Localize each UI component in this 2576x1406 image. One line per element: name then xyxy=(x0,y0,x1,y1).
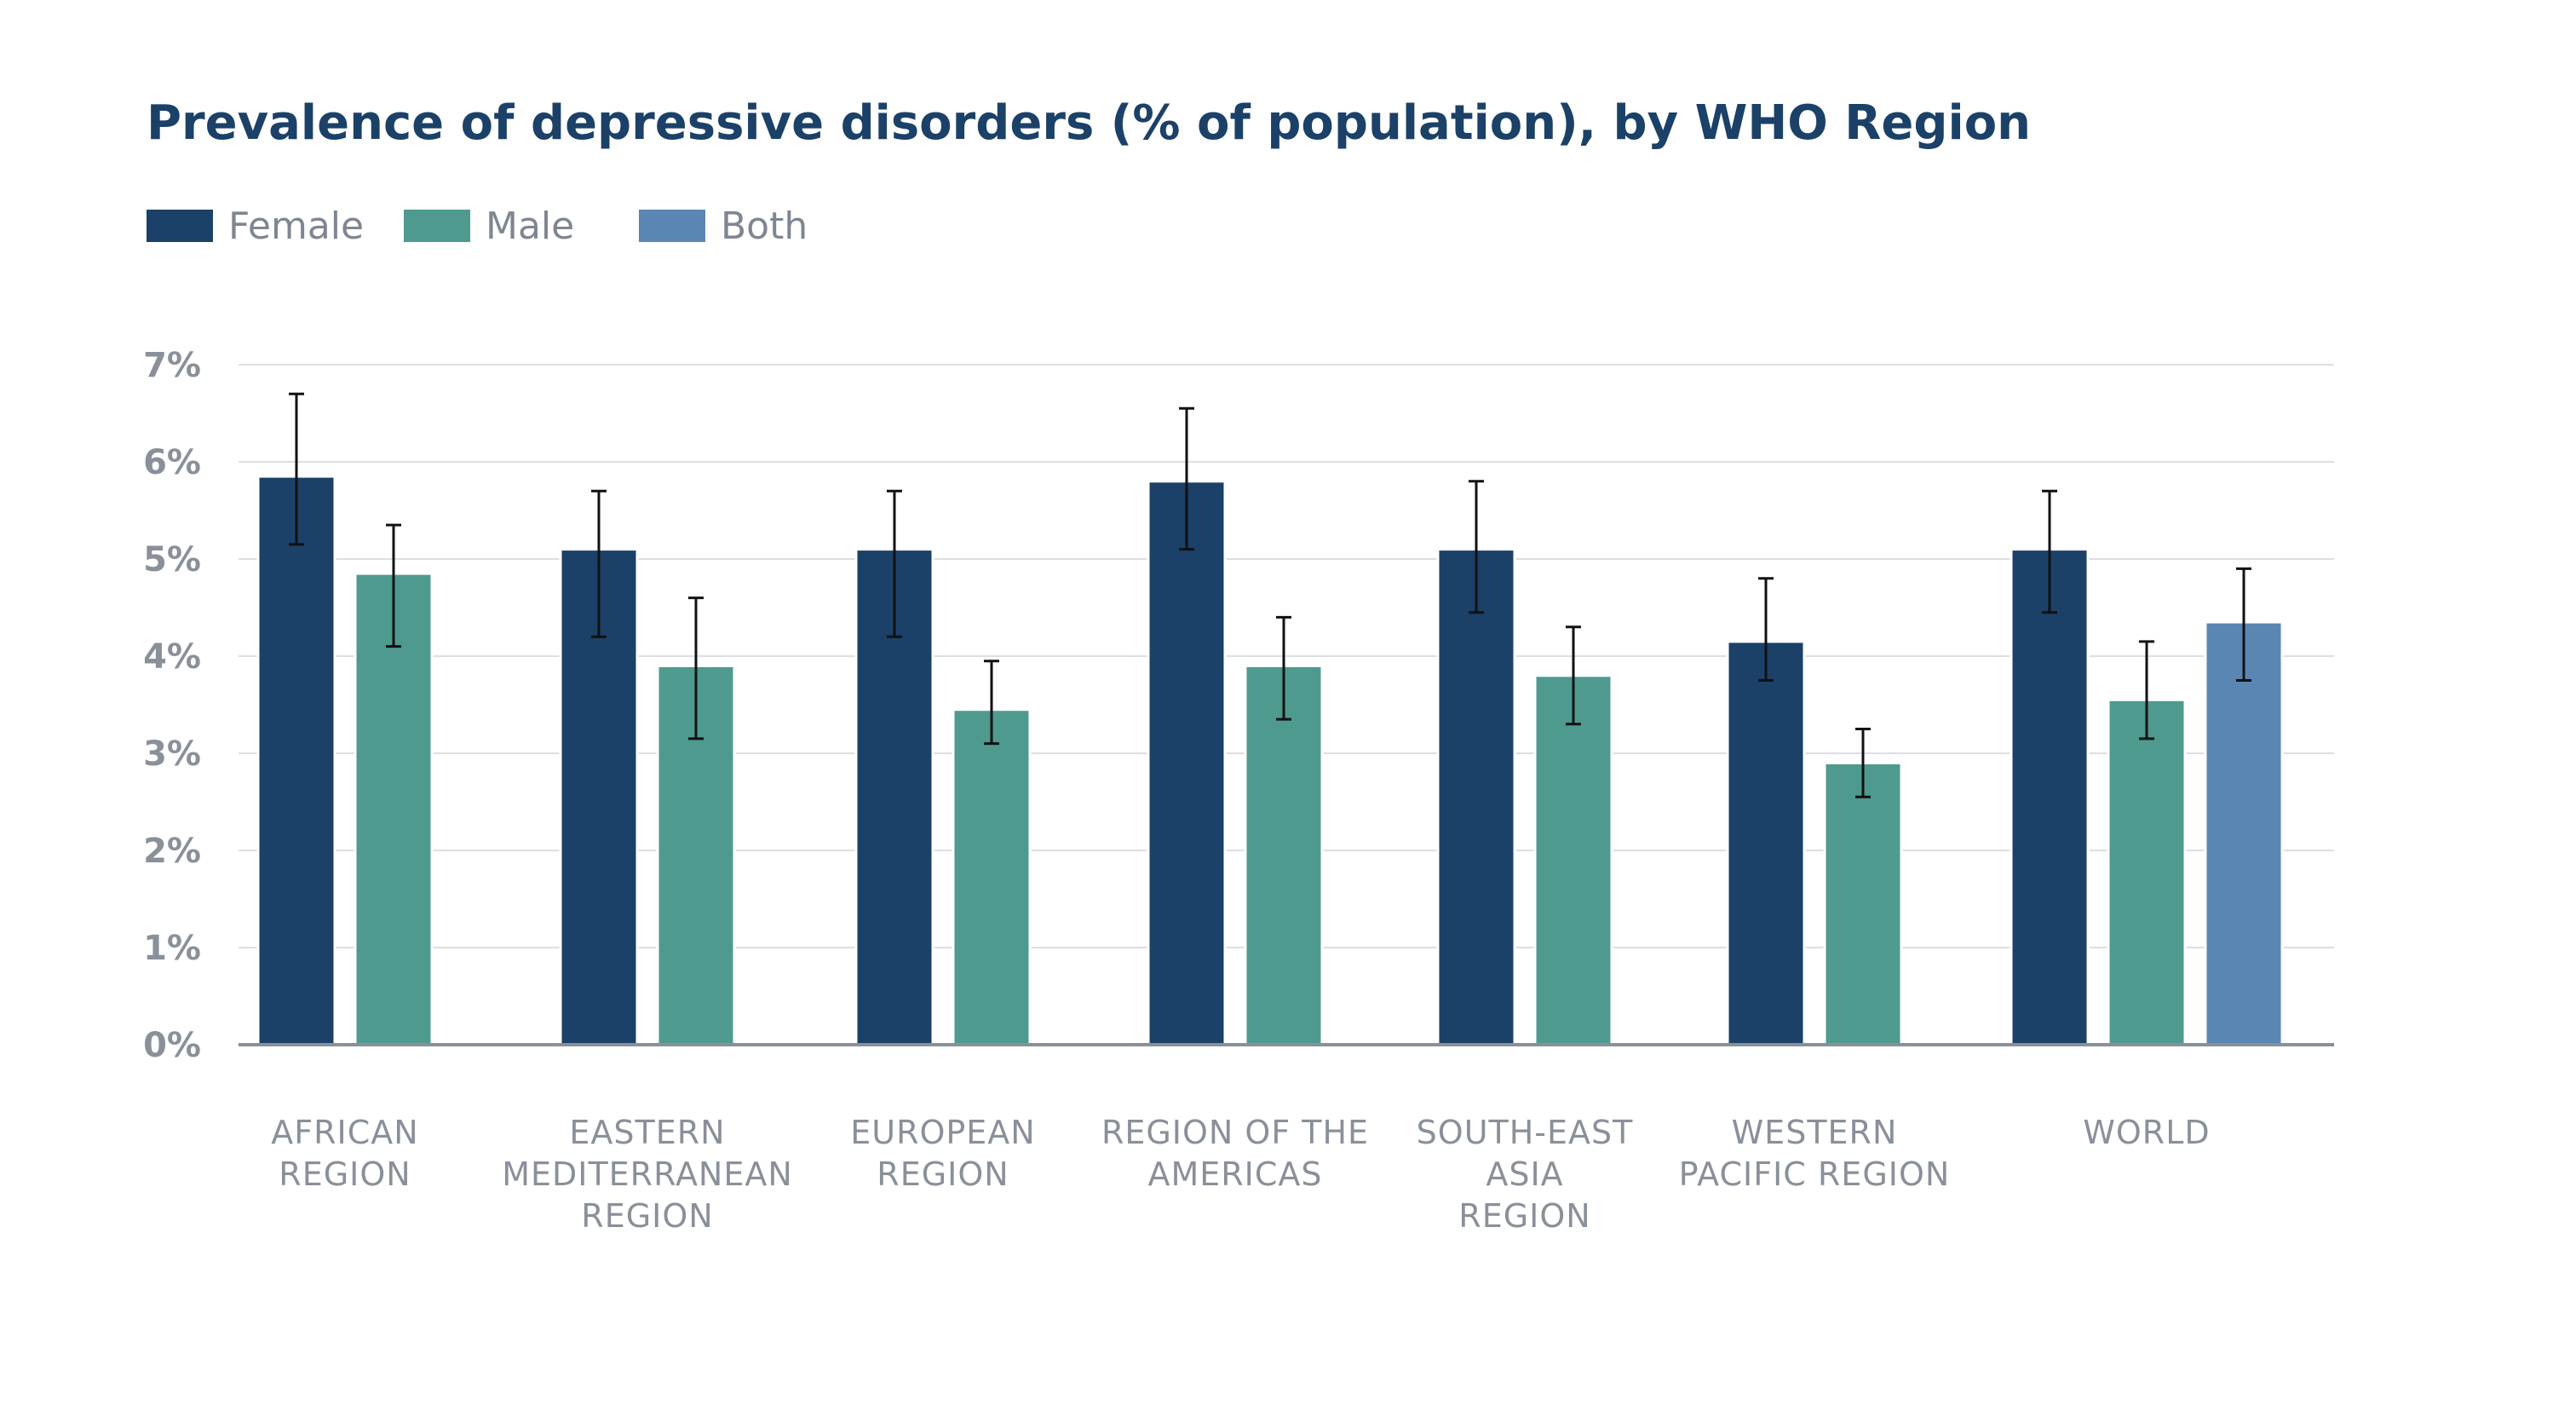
legend-swatch-both xyxy=(639,210,705,242)
x-category-label: AFRICAN xyxy=(271,1114,418,1151)
error-bars xyxy=(289,392,2251,798)
legend-label-male: Male xyxy=(486,205,574,248)
bar-male xyxy=(1244,664,1324,1046)
legend-swatch-female xyxy=(147,210,213,242)
y-tick-label: 1% xyxy=(143,929,201,968)
bar-female xyxy=(256,475,336,1046)
x-category-label: PACIFIC REGION xyxy=(1679,1155,1951,1193)
bar-male xyxy=(2107,698,2187,1046)
bar-male xyxy=(1823,761,1903,1046)
bar-both xyxy=(2204,620,2284,1046)
legend-swatch-male xyxy=(404,210,470,242)
legend: Female Male Both xyxy=(147,205,808,248)
y-tick-label: 4% xyxy=(143,637,201,677)
bar-male xyxy=(952,708,1032,1046)
x-axis-labels: AFRICAN REGION EASTERN MEDITERRANEAN REGION E… xyxy=(271,1114,2210,1235)
legend-label-both: Both xyxy=(721,205,808,248)
x-category-label: REGION xyxy=(279,1155,411,1193)
x-category-label: REGION xyxy=(581,1197,713,1235)
bars xyxy=(256,475,2284,1046)
bar-female xyxy=(1726,640,1806,1046)
bar-female xyxy=(1147,480,1227,1046)
y-tick-label: 7% xyxy=(143,346,201,385)
x-category-label: SOUTH-EAST xyxy=(1417,1114,1634,1151)
legend-label-female: Female xyxy=(228,205,364,248)
bar-female xyxy=(2010,548,2090,1046)
x-category-label: REGION xyxy=(1458,1197,1590,1235)
chart-title: Prevalence of depressive disorders (% of… xyxy=(147,95,2031,151)
bar-female xyxy=(1436,548,1516,1046)
y-tick-label: 0% xyxy=(143,1026,201,1065)
x-category-label: REGION xyxy=(877,1155,1009,1193)
x-category-label: ASIA xyxy=(1486,1155,1563,1193)
bar-male xyxy=(1533,674,1613,1046)
y-tick-label: 2% xyxy=(143,832,201,871)
x-category-label: EASTERN xyxy=(569,1114,725,1151)
x-category-label: REGION OF THE xyxy=(1101,1114,1369,1151)
x-category-label: WESTERN xyxy=(1732,1114,1898,1151)
y-tick-label: 3% xyxy=(143,735,201,774)
y-axis-ticks: 0% 1% 2% 3% 4% 5% 6% 7% xyxy=(143,346,201,1065)
x-category-label: MEDITERRANEAN xyxy=(502,1155,793,1193)
x-category-label: EUROPEAN xyxy=(850,1114,1035,1151)
x-category-label: WORLD xyxy=(2083,1114,2210,1151)
x-category-label: AMERICAS xyxy=(1147,1155,1322,1193)
y-tick-label: 6% xyxy=(143,443,201,482)
y-tick-label: 5% xyxy=(143,540,201,579)
